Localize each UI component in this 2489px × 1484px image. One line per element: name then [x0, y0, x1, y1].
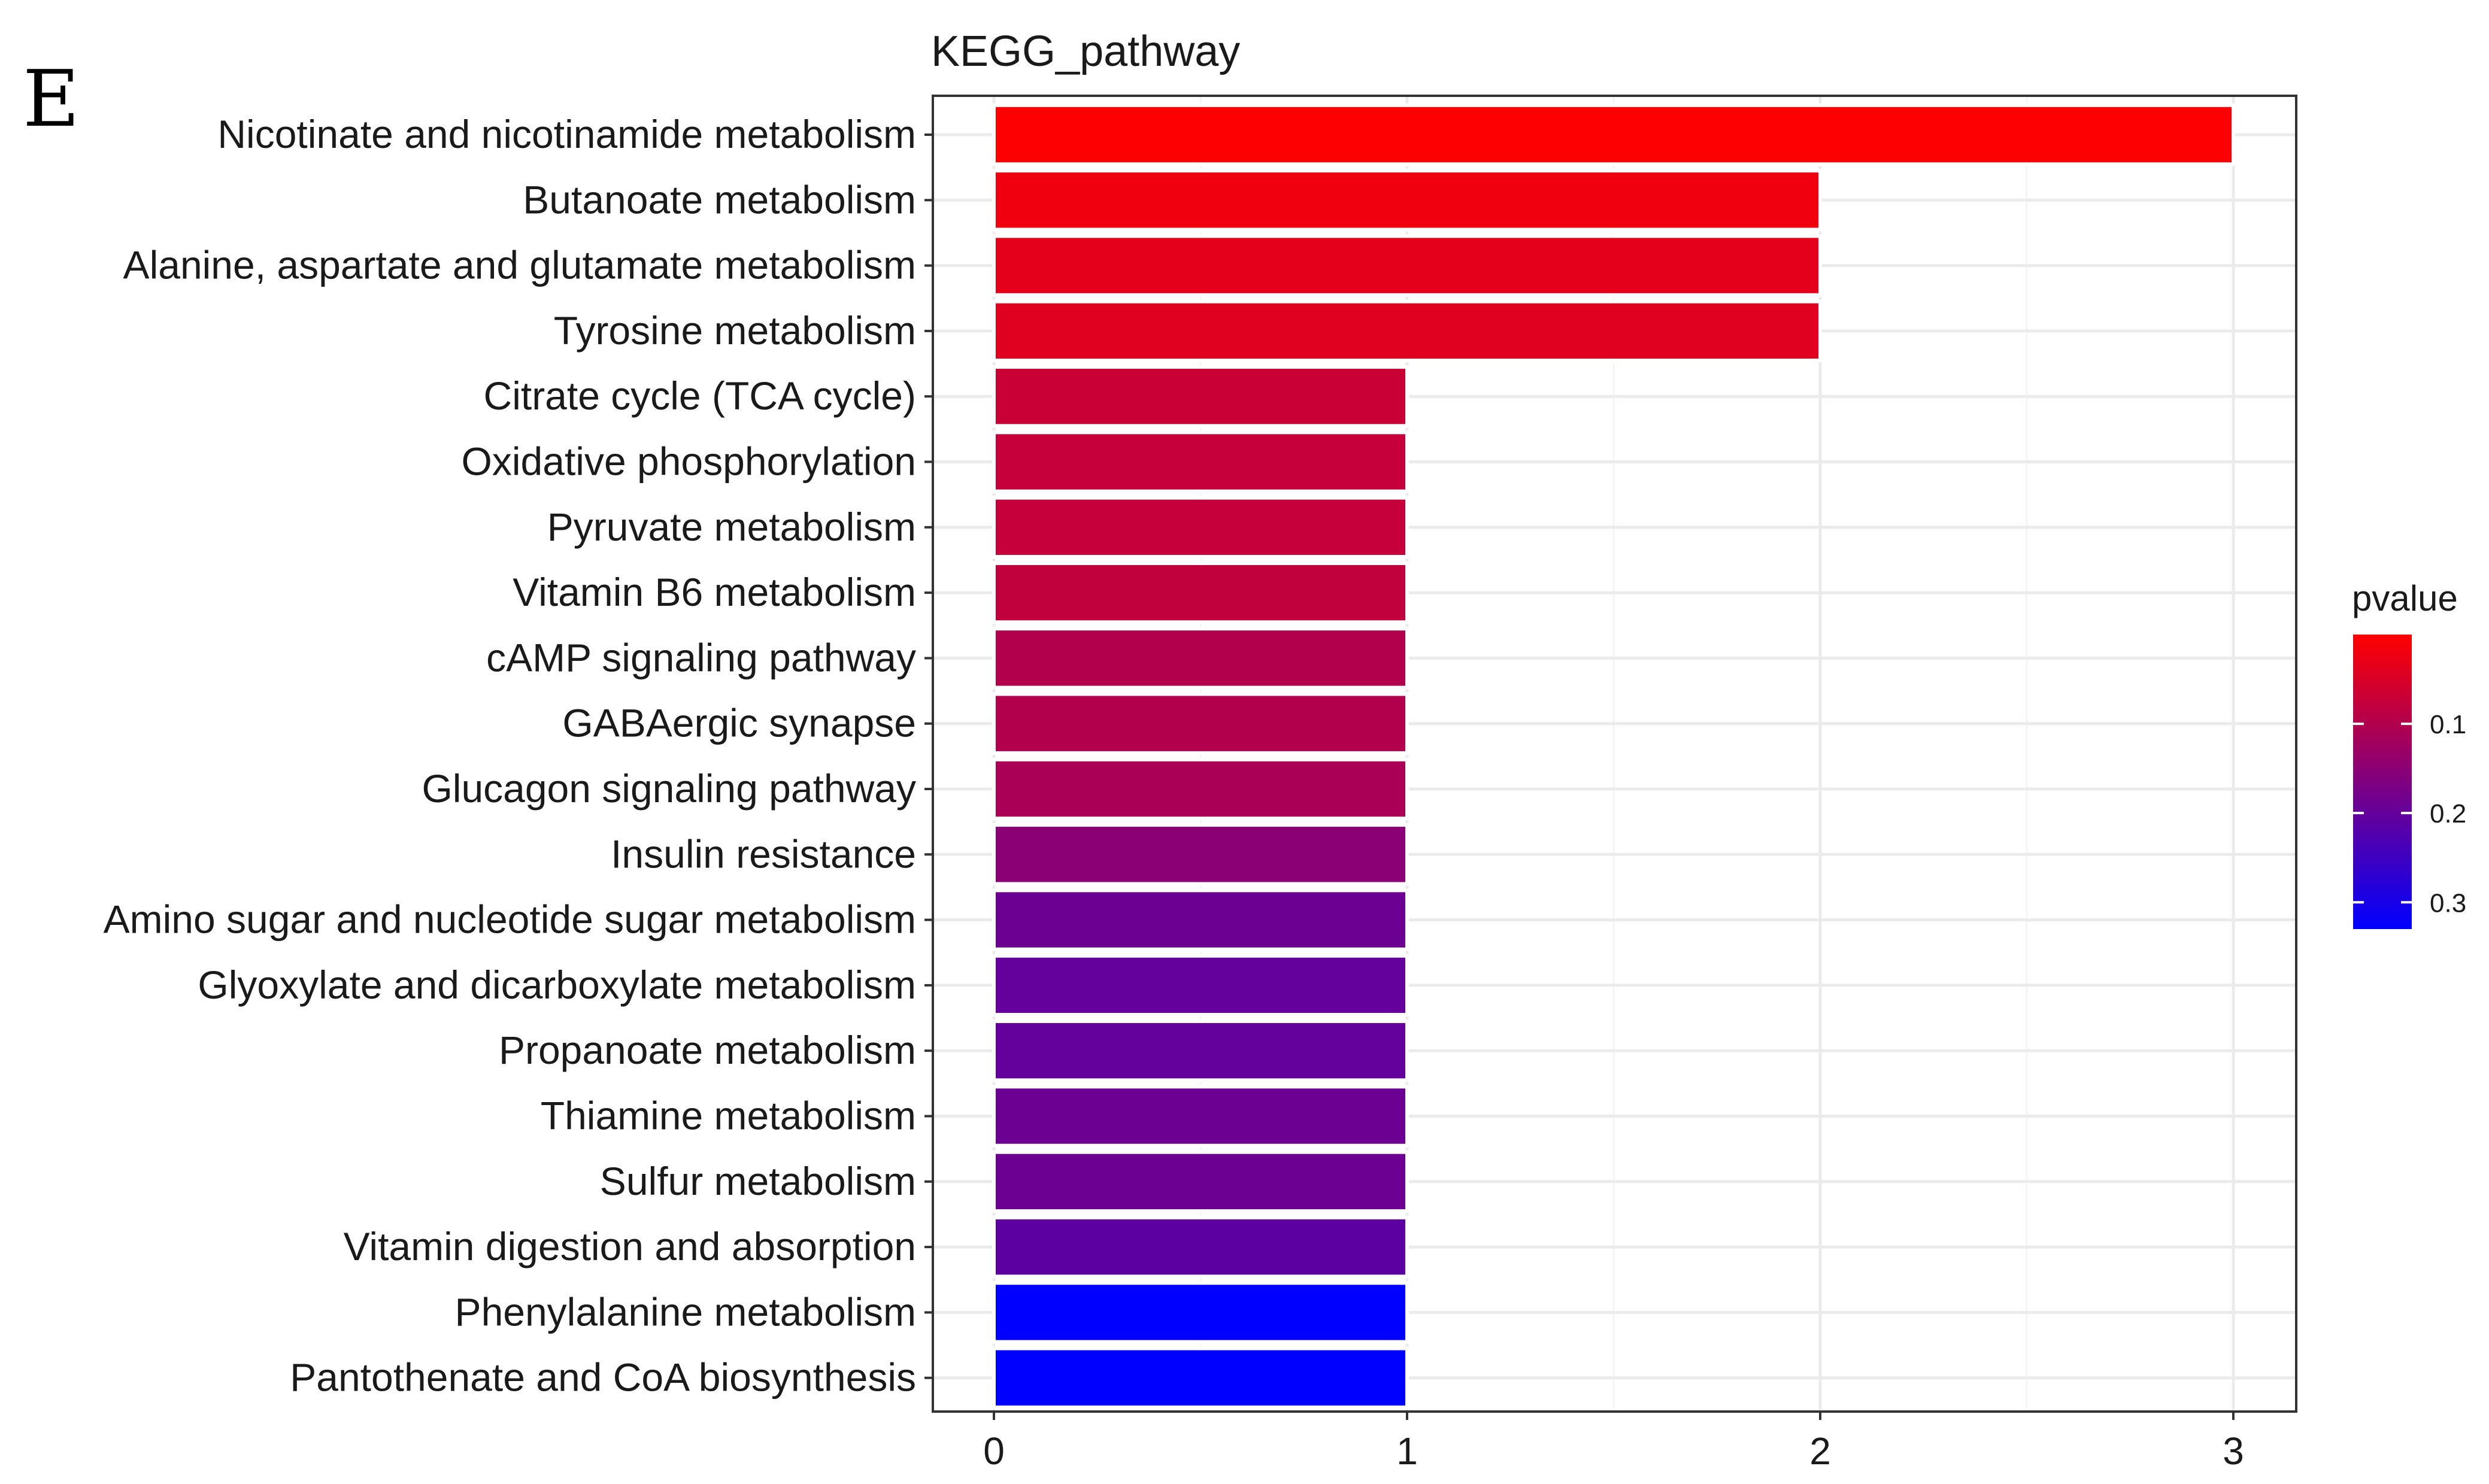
category-label: Tyrosine metabolism: [554, 308, 916, 353]
bar: [992, 365, 1409, 428]
category-label: cAMP signaling pathway: [486, 635, 916, 679]
category-label: Pantothenate and CoA biosynthesis: [290, 1355, 916, 1400]
bar: [992, 823, 1409, 886]
category-label: Insulin resistance: [611, 831, 916, 876]
bar: [992, 627, 1409, 690]
x-tick-label: 1: [1396, 1430, 1418, 1473]
category-label: Citrate cycle (TCA cycle): [484, 374, 916, 418]
panel-label: E: [23, 53, 80, 144]
bar: [992, 757, 1409, 821]
category-label: Alanine, aspartate and glutamate metabol…: [123, 243, 916, 287]
x-tick-label: 2: [1809, 1430, 1831, 1473]
category-label: Propanoate metabolism: [499, 1028, 916, 1072]
bar: [992, 103, 2235, 166]
category-label: Sulfur metabolism: [600, 1159, 916, 1203]
bar: [992, 888, 1409, 951]
legend-tick-label: 0.3: [2430, 888, 2466, 918]
bar: [992, 1215, 1409, 1279]
bar: [992, 496, 1409, 559]
x-tick-label: 3: [2223, 1430, 2244, 1473]
category-label: Amino sugar and nucleotide sugar metabol…: [104, 897, 916, 942]
category-label: Vitamin digestion and absorption: [344, 1224, 916, 1268]
category-label: Phenylalanine metabolism: [455, 1289, 916, 1334]
bar: [992, 954, 1409, 1017]
bar: [992, 1019, 1409, 1082]
chart-title: KEGG_pathway: [931, 28, 1240, 75]
category-label: Pyruvate metabolism: [547, 505, 916, 549]
bar: [992, 430, 1409, 493]
pvalue-legend: pvalue 0.1 0.2 0.3: [2352, 578, 2466, 929]
bar: [992, 1150, 1409, 1213]
bar: [992, 692, 1409, 755]
plot-panel: [932, 95, 2297, 1413]
panel-border: [932, 95, 2297, 1413]
bar: [992, 169, 1822, 232]
legend-ticks: 0.1 0.2 0.3: [2353, 710, 2466, 918]
category-label: Oxidative phosphorylation: [462, 439, 916, 484]
legend-tick-label: 0.2: [2430, 799, 2466, 829]
bar: [992, 234, 1822, 297]
category-label: Butanoate metabolism: [523, 177, 916, 221]
category-label: Thiamine metabolism: [541, 1094, 916, 1138]
category-label: Nicotinate and nicotinamide metabolism: [217, 112, 916, 156]
legend-title: pvalue: [2352, 578, 2458, 618]
legend-colorbar: [2353, 635, 2412, 929]
category-label: GABAergic synapse: [562, 701, 916, 745]
bar: [992, 1281, 1409, 1344]
bar: [992, 1346, 1409, 1409]
category-label: Vitamin B6 metabolism: [513, 570, 916, 614]
category-label: Glucagon signaling pathway: [422, 766, 916, 811]
x-axis: 0 1 2 3: [983, 1412, 2244, 1473]
x-tick-label: 0: [983, 1430, 1005, 1473]
legend-tick-label: 0.1: [2430, 710, 2466, 739]
bars-layer: [992, 103, 2235, 1409]
bar: [992, 1085, 1409, 1148]
y-axis: Nicotinate and nicotinamide metabolism Bu…: [104, 112, 933, 1400]
category-label: Glyoxylate and dicarboxylate metabolism: [198, 963, 916, 1007]
bar: [992, 299, 1822, 363]
bar: [992, 561, 1409, 624]
